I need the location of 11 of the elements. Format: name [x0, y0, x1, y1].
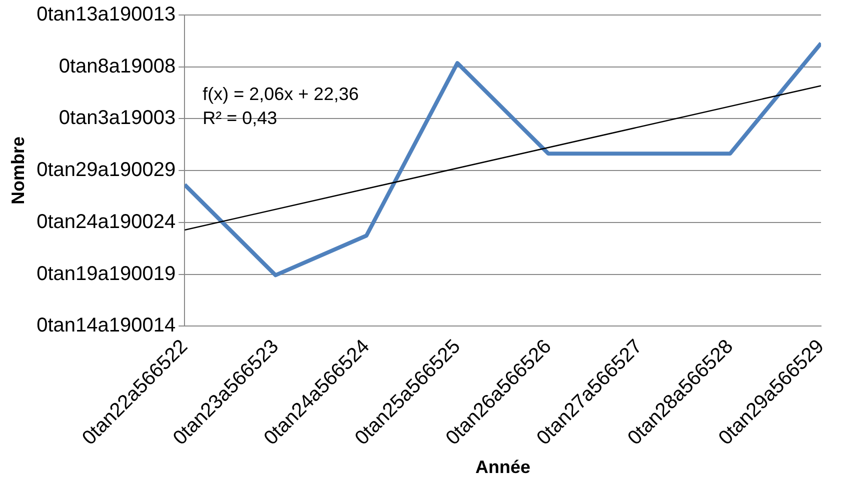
- annotation: f(x) = 2,06x + 22,36: [202, 84, 359, 104]
- category-label: 0tan13a190013: [36, 4, 176, 26]
- y-axis-title: Nombre: [8, 136, 28, 205]
- x-axis-title: Année: [475, 457, 530, 478]
- category-label: 0tan14a190014: [36, 314, 176, 337]
- category-label: 0tan19a190019: [36, 262, 176, 285]
- category-label: 0tan29a190029: [36, 159, 176, 182]
- annotation: R² = 0,43: [202, 108, 278, 128]
- category-label: 0tan8a19008: [58, 55, 176, 78]
- category-label: 0tan3a19003: [58, 107, 176, 130]
- category-label: 0tan24a190024: [36, 210, 176, 233]
